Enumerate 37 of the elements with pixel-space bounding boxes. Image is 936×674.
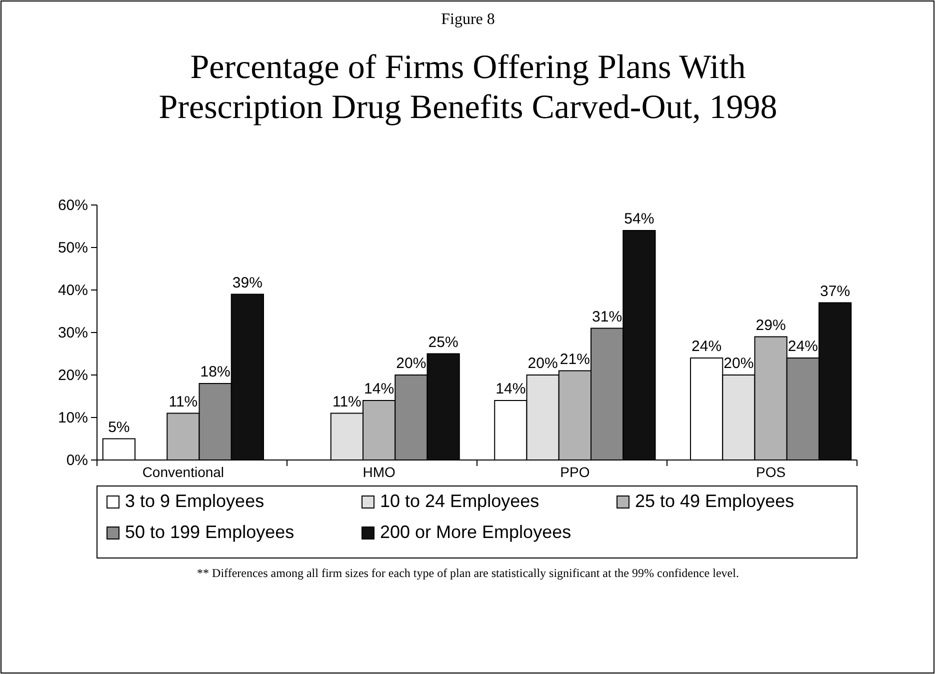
chart-title: Percentage of Firms Offering Plans With Prescription Drug Benefits Carved-Out, 1998 (158, 49, 778, 126)
chart-subtitle: Figure 8 (441, 11, 495, 28)
data-label: 20% (396, 355, 426, 372)
data-label: 24% (692, 338, 722, 355)
y-tick-label: 60% (58, 196, 88, 214)
y-tick-label: 30% (58, 324, 88, 342)
data-label: 25% (428, 334, 458, 351)
data-label: 5% (108, 418, 130, 436)
y-tick-label: 50% (58, 239, 88, 256)
legend-label: 3 to 9 Employees (125, 491, 264, 511)
x-tick-label: HMO (362, 464, 396, 480)
legend-label: 25 to 49 Employees (635, 491, 794, 511)
data-label: 18% (200, 364, 230, 380)
data-label: 14% (496, 380, 526, 398)
y-tick-label: 10% (58, 409, 88, 426)
data-label: 11% (168, 393, 198, 410)
y-tick-label: 40% (58, 282, 88, 299)
x-tick-label: Conventional (142, 464, 224, 480)
x-tick-label: POS (756, 464, 786, 480)
data-label: 21% (560, 350, 590, 368)
data-label: 24% (788, 338, 818, 355)
data-label: 14% (364, 380, 394, 398)
data-label: 54% (624, 210, 654, 228)
legend-label: 200 or More Employees (380, 522, 572, 542)
y-tick-label: 20% (58, 366, 88, 384)
data-label: 39% (232, 274, 262, 292)
y-tick-label: 0% (66, 452, 88, 469)
x-tick-label: PPO (560, 464, 590, 480)
legend-label: 10 to 24 Employees (380, 491, 540, 511)
legend-label: 50 to 199 Employees (125, 522, 294, 542)
data-label: 31% (592, 308, 622, 326)
text: ** Differences among all firm sizes for each type of plan are statistically significant at the 99% confidence level. (197, 566, 739, 580)
data-label: 37% (820, 282, 850, 300)
data-label: 20% (528, 355, 558, 372)
data-label: 29% (756, 316, 786, 334)
data-label: 20% (724, 355, 754, 372)
data-label: 11% (332, 393, 362, 410)
